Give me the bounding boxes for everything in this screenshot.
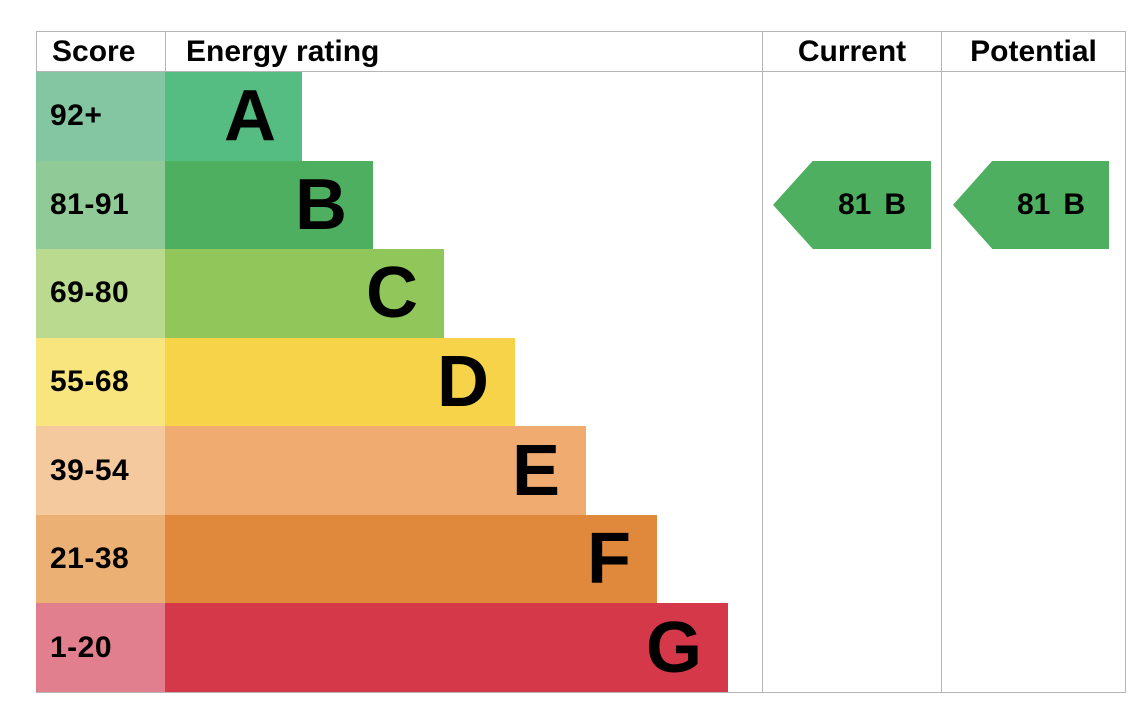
current-rating-value: 81 <box>837 187 872 221</box>
rating-bar-c: C <box>165 249 444 338</box>
rating-bar-d: D <box>165 337 515 427</box>
current-column: 81 B <box>762 72 941 693</box>
score-range-cell: 69-80 <box>36 249 165 338</box>
score-range-cell: 81-91 <box>36 160 165 250</box>
rating-bar-a: A <box>165 72 302 161</box>
score-range-cell: 21-38 <box>36 514 165 604</box>
rating-bar-b: B <box>165 160 373 250</box>
header-score: Score <box>36 31 165 72</box>
header-potential-label: Potential <box>970 34 1097 68</box>
band-row-c: 69-80 C <box>36 249 762 338</box>
header-energy-rating-label: Energy rating <box>186 34 380 68</box>
score-range-cell: 55-68 <box>36 337 165 427</box>
potential-rating-value: 81 <box>1016 187 1051 221</box>
header-potential: Potential <box>941 31 1126 72</box>
band-row-b: 81-91 B <box>36 160 762 250</box>
potential-rating-text: 81 B <box>993 187 1109 221</box>
band-row-g: 1-20 G <box>36 603 762 693</box>
potential-rating-letter: B <box>1063 187 1086 221</box>
score-range-cell: 39-54 <box>36 426 165 515</box>
potential-column: 81 B <box>941 72 1126 693</box>
header-energy-rating: Energy rating <box>165 31 762 72</box>
score-range-cell: 92+ <box>36 72 165 161</box>
rating-bar-f: F <box>165 514 657 604</box>
header-current-label: Current <box>797 34 907 68</box>
current-rating-letter: B <box>884 187 907 221</box>
potential-rating-arrow-icon: 81 B <box>953 160 1109 250</box>
header-current: Current <box>762 31 941 72</box>
rating-bar-e: E <box>165 426 586 515</box>
score-range-cell: 1-20 <box>36 603 165 693</box>
band-row-d: 55-68 D <box>36 337 762 427</box>
current-rating-arrow-icon: 81 B <box>773 160 931 250</box>
band-row-a: 92+ A <box>36 72 762 161</box>
band-row-f: 21-38 F <box>36 514 762 604</box>
band-row-e: 39-54 E <box>36 426 762 515</box>
rating-bar-g: G <box>165 603 728 693</box>
rating-bands: 92+ A 81-91 B 69-80 C 55-68 D 39-54 E 21-38 F 1-20 G <box>36 72 762 693</box>
header-score-label: Score <box>52 34 136 68</box>
current-rating-text: 81 B <box>813 187 931 221</box>
